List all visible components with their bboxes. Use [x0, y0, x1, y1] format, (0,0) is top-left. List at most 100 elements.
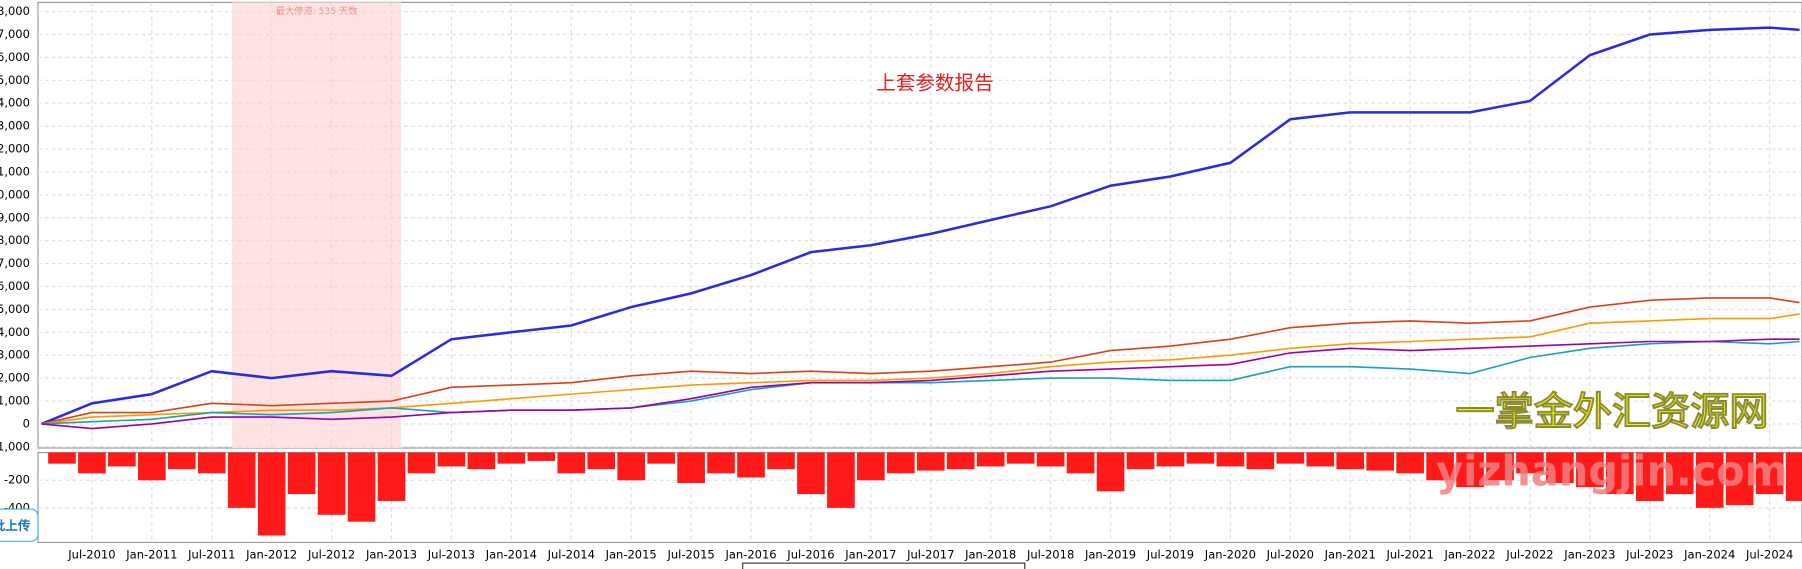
- x-tick-label: Jan-2024: [1683, 548, 1735, 562]
- drawdown-bar: [1665, 452, 1694, 495]
- scroll-box: [742, 562, 1026, 569]
- drawdown-bar: [138, 452, 166, 481]
- series-line: [41, 313, 1800, 425]
- drawdown-bar: [976, 452, 1005, 467]
- chart-title: 上套参数报告: [876, 72, 993, 95]
- drawdown-bar: [677, 452, 705, 484]
- x-tick-label: Jul-2022: [1505, 548, 1553, 562]
- drawdown-bar: [437, 452, 466, 467]
- drawdown-bar: [587, 452, 616, 470]
- y-tick-label: 7,000: [0, 256, 30, 270]
- drawdown-bar: [1396, 452, 1424, 474]
- x-tick-label: Jul-2015: [666, 548, 714, 562]
- y-tick-label: 1,000: [0, 394, 30, 408]
- drawdown-bar: [1186, 452, 1215, 464]
- drawdown-bar: [1725, 452, 1754, 506]
- drawdown-bar: [1486, 452, 1514, 481]
- drawdown-bar: [1126, 452, 1155, 470]
- drawdown-bar: [407, 452, 436, 474]
- drawdown-bar: [916, 452, 945, 471]
- y-tick-label: 4,000: [0, 96, 30, 110]
- x-tick-label: Jan-2016: [724, 548, 776, 562]
- x-tick-label: Jan-2020: [1204, 548, 1256, 562]
- drawdown-bar: [1006, 452, 1035, 464]
- watermark: yizhangjin.com: [1436, 447, 1788, 495]
- y-tick-label: 0,000: [0, 187, 30, 201]
- x-tick-label: Jan-2021: [1324, 548, 1376, 562]
- drawdown-bar: [1546, 452, 1574, 484]
- drawdown-bar: [1456, 452, 1484, 488]
- y-tick-label: 6,000: [0, 279, 30, 293]
- x-tick-label: Jul-2016: [786, 548, 834, 562]
- y-tick-label: 9,000: [0, 210, 30, 224]
- series-line: [41, 297, 1800, 425]
- drawdown-bar: [1516, 452, 1544, 474]
- x-tick-label: Jul-2010: [67, 548, 115, 562]
- drawdown-bar: [108, 452, 136, 467]
- drawdown-bar: [737, 452, 765, 478]
- drawdown-bar: [647, 452, 675, 464]
- y-tick-label: -1,000: [0, 439, 30, 453]
- drawdown-bar: [1336, 452, 1365, 470]
- series-line: [41, 338, 1800, 430]
- x-tick-label: Jul-2021: [1385, 548, 1433, 562]
- drawdown-bar: [1785, 452, 1802, 501]
- drawdown-bar: [1635, 452, 1664, 501]
- x-tick-label: Jul-2017: [906, 548, 954, 562]
- drawdown-bar: [317, 452, 346, 515]
- y-tick-label: 7,000: [0, 27, 30, 41]
- y-tick-label: 5,000: [0, 73, 30, 87]
- drawdown-bar: [946, 452, 975, 470]
- upper-frame: [37, 1, 1802, 449]
- x-tick-label: Jan-2019: [1084, 548, 1136, 562]
- drawdown-bar: [167, 452, 196, 470]
- x-tick-label: Jul-2014: [547, 548, 595, 562]
- y-tick-label: 3,000: [0, 119, 30, 133]
- drawdown-bar: [767, 452, 795, 470]
- drawdown-bar: [1576, 452, 1604, 488]
- drawdown-bar: [377, 452, 406, 501]
- y-tick-label: 5,000: [0, 302, 30, 316]
- upload-button[interactable]: 批上传: [0, 508, 39, 542]
- x-tick-label: Jan-2018: [964, 548, 1016, 562]
- drawdown-bar: [1366, 452, 1394, 471]
- drawdown-bar: [557, 452, 586, 474]
- drawdown-bar: [347, 452, 376, 522]
- x-tick-label: Jan-2015: [605, 548, 657, 562]
- y-tick-label: -200: [4, 473, 30, 487]
- drawdown-bar: [1066, 452, 1095, 474]
- y-tick-label: 8,000: [0, 4, 30, 18]
- x-tick-label: Jan-2022: [1443, 548, 1495, 562]
- drawdown-bar: [257, 452, 286, 536]
- drawdown-bar: [1695, 452, 1724, 508]
- x-tick-label: Jan-2023: [1563, 548, 1615, 562]
- drawdown-bar: [197, 452, 226, 474]
- x-tick-label: Jan-2012: [245, 548, 297, 562]
- y-tick-label: 6,000: [0, 50, 30, 64]
- y-tick-label: 4,000: [0, 325, 30, 339]
- y-tick-label: 0: [23, 416, 30, 430]
- x-tick-label: Jul-2020: [1266, 548, 1314, 562]
- drawdown-bar: [78, 452, 106, 474]
- drawdown-bar: [227, 452, 256, 508]
- drawdown-bar: [1156, 452, 1185, 467]
- y-tick-label: 2,000: [0, 371, 30, 385]
- x-tick-label: Jul-2019: [1146, 548, 1194, 562]
- drawdown-bar: [48, 452, 76, 464]
- x-tick-label: Jul-2018: [1026, 548, 1074, 562]
- drawdown-bar: [1096, 452, 1125, 492]
- y-tick-label: 1,000: [0, 164, 30, 178]
- x-tick-label: Jan-2011: [125, 548, 177, 562]
- y-tick-label: 8,000: [0, 233, 30, 247]
- x-tick-label: Jan-2017: [844, 548, 896, 562]
- x-tick-label: Jan-2013: [365, 548, 417, 562]
- x-tick-label: Jul-2023: [1625, 548, 1673, 562]
- drawdown-bar: [1036, 452, 1065, 467]
- x-tick-label: Jul-2013: [427, 548, 475, 562]
- x-tick-label: Jul-2011: [187, 548, 235, 562]
- stagnation-region: [232, 2, 402, 449]
- drawdown-bar: [467, 452, 496, 470]
- button-label: 批上传: [0, 518, 31, 533]
- drawdown-bar: [497, 452, 526, 464]
